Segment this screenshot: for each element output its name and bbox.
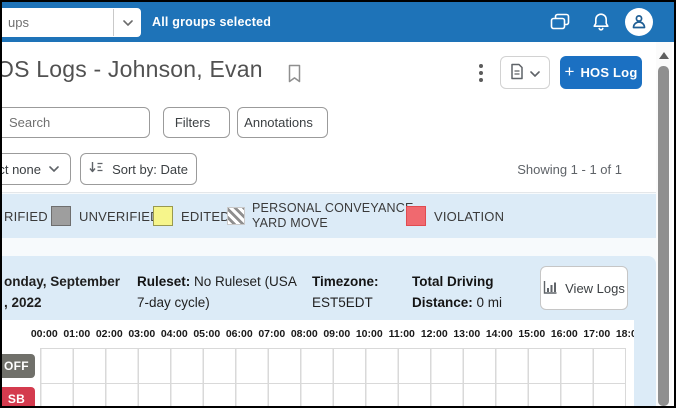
graph-grid	[39, 348, 626, 406]
search-input[interactable]	[2, 107, 150, 138]
group-filter-divider	[113, 9, 114, 36]
legend-unverified-swatch	[51, 206, 71, 226]
log-status-legend: RIFIED UNVERIFIED EDITED PERSONAL CONVEY…	[2, 194, 656, 238]
filters-dropdown-button[interactable]: Filters	[163, 107, 230, 138]
groups-selected-status: All groups selected	[152, 15, 272, 29]
vertical-scrollbar[interactable]	[656, 42, 672, 406]
legend-personal-conveyance-swatch	[227, 207, 245, 225]
day-log-card: onday, September , 2022 Ruleset: No Rule…	[2, 256, 656, 406]
annotations-label: Annotations	[244, 115, 313, 130]
more-options-kebab-icon[interactable]	[472, 60, 490, 86]
add-hos-log-button[interactable]: + HOS Log	[560, 56, 642, 89]
group-filter-value: ups	[8, 15, 29, 30]
hour-axis: 00:00 01:00 02:00 03:00 04:00 05:00 06:00 07:00…	[28, 328, 634, 342]
hour-tick-label: 00:00	[30, 328, 58, 340]
hour-tick-label: 03:00	[128, 328, 156, 340]
hour-tick-label: 10:00	[355, 328, 383, 340]
group-filter-combobox[interactable]: ups	[2, 8, 141, 37]
plus-icon: +	[564, 62, 575, 81]
legend-violation-swatch	[406, 206, 426, 226]
results-summary: Showing 1 - 1 of 1	[517, 162, 622, 177]
hour-tick-label: 18:00	[615, 328, 634, 340]
hour-tick-label: 09:00	[323, 328, 351, 340]
hour-tick-label: 16:00	[550, 328, 578, 340]
duty-status-off-badge: OFF	[2, 354, 35, 378]
sort-by-date-button[interactable]: Sort by: Date	[80, 153, 197, 185]
notifications-bell-icon[interactable]	[592, 2, 610, 42]
scroll-up-arrow-icon[interactable]	[659, 52, 669, 59]
hour-tick-label: 13:00	[453, 328, 481, 340]
sort-icon	[89, 161, 104, 177]
hour-tick-label: 11:00	[388, 328, 415, 340]
hour-tick-label: 05:00	[193, 328, 221, 340]
duty-status-sb-badge: SB	[2, 387, 35, 406]
view-logs-button[interactable]: View Logs	[540, 266, 628, 310]
legend-edited-swatch	[153, 206, 173, 226]
hour-tick-label: 14:00	[485, 328, 513, 340]
hour-tick-label: 07:00	[258, 328, 286, 340]
log-total-driving-distance: Total Driving Distance: 0 mi	[412, 274, 503, 310]
user-avatar[interactable]	[625, 8, 653, 36]
legend-violation-label: VIOLATION	[434, 208, 505, 224]
top-navigation-bar: ups All groups selected	[2, 2, 674, 42]
scrollbar-thumb[interactable]	[658, 66, 669, 406]
grid-row-divider	[39, 382, 626, 384]
legend-verified-label: RIFIED	[4, 208, 48, 224]
sort-label: Sort by: Date	[112, 161, 188, 177]
document-icon	[510, 63, 524, 83]
filters-label: Filters	[174, 115, 211, 130]
hour-tick-label: 15:00	[518, 328, 546, 340]
hour-tick-label: 01:00	[63, 328, 91, 340]
section-divider	[2, 192, 656, 193]
select-none-dropdown-button[interactable]: ct none	[2, 153, 71, 185]
log-timezone: Timezone: EST5EDT	[312, 274, 379, 310]
select-none-label: ct none	[2, 161, 41, 177]
legend-edited-label: EDITED	[181, 208, 230, 224]
legend-personal-conveyance-label: PERSONAL CONVEYANCE YARD MOVE	[252, 201, 414, 230]
hour-tick-label: 12:00	[420, 328, 448, 340]
hour-tick-label: 04:00	[160, 328, 188, 340]
log-date: onday, September , 2022	[4, 274, 121, 310]
add-hos-log-label: HOS Log	[580, 65, 638, 80]
hour-tick-label: 08:00	[290, 328, 318, 340]
log-ruleset: Ruleset: No Ruleset (USA 7-day cycle)	[137, 274, 297, 310]
chevron-down-icon[interactable]	[114, 19, 141, 26]
chat-icon[interactable]	[549, 2, 571, 42]
legend-unverified-label: UNVERIFIED	[79, 208, 160, 224]
hour-tick-label: 17:00	[583, 328, 611, 340]
duty-status-graph: 00:00 01:00 02:00 03:00 04:00 05:00 06:00 07:00…	[2, 320, 634, 406]
chevron-down-icon	[49, 166, 59, 172]
bookmark-icon[interactable]	[287, 64, 302, 88]
annotations-dropdown-button[interactable]: Annotations	[237, 107, 328, 138]
hour-tick-label: 02:00	[95, 328, 123, 340]
bar-chart-icon	[543, 280, 558, 297]
page-title: OS Logs - Johnson, Evan	[2, 56, 263, 82]
hour-tick-label: 06:00	[225, 328, 253, 340]
chevron-down-icon	[530, 65, 540, 80]
view-logs-label: View Logs	[565, 280, 625, 296]
report-dropdown-button[interactable]	[500, 56, 550, 89]
